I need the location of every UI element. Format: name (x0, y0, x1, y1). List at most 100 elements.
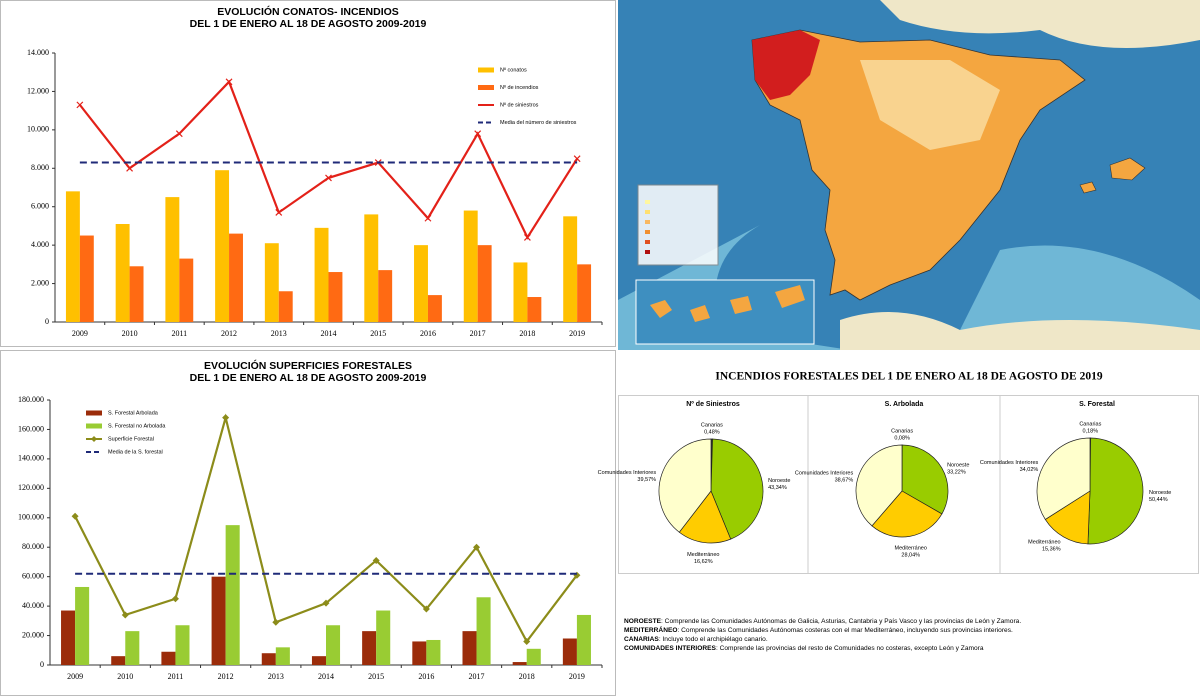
legend-label: Media del número de siniestros (500, 120, 577, 126)
y-tick-label: 140.000 (18, 454, 44, 463)
bar (328, 272, 343, 322)
bar (161, 651, 176, 665)
bar (215, 170, 230, 322)
bar (477, 245, 492, 322)
y-tick-label: 80.000 (22, 542, 44, 551)
bar (527, 297, 542, 322)
y-tick-label: 120.000 (18, 483, 44, 492)
y-tick-label: 2.000 (31, 278, 49, 287)
marker (523, 234, 531, 241)
map-legend-swatch (645, 250, 650, 254)
note-text: : Comprende las Comunidades Autónomas co… (677, 627, 1013, 634)
pie-label: Noroeste (947, 463, 969, 469)
note-term: NOROESTE (624, 618, 662, 625)
x-tick-label: 2015 (370, 329, 386, 338)
x-tick-label: 2013 (268, 672, 284, 681)
map-legend-swatch (645, 230, 650, 234)
legend-label: S. Forestal Arbolada (108, 410, 159, 416)
pie-slice (1087, 437, 1144, 545)
marker (222, 414, 230, 422)
marker (126, 164, 134, 172)
y-tick-label: 14.000 (27, 48, 49, 57)
pie-label: Comunidades Interiores (980, 460, 1039, 466)
x-tick-label: 2017 (469, 672, 485, 681)
marker (272, 618, 280, 626)
x-tick-label: 2018 (519, 672, 535, 681)
y-tick-label: 4.000 (31, 240, 49, 249)
bar (61, 610, 76, 665)
pie-value-label: 15,36% (1042, 547, 1061, 553)
marker (325, 174, 332, 182)
y-tick-label: 8.000 (31, 163, 49, 172)
legend-swatch (478, 85, 494, 90)
bar (462, 631, 477, 665)
legend-swatch (86, 423, 102, 429)
bar (179, 258, 194, 322)
region-interior (860, 60, 1000, 150)
pie-title: S. Arbolada (885, 401, 924, 408)
pie-slice (855, 444, 903, 527)
legend-label: Superficie Forestal (108, 436, 154, 442)
bar (326, 625, 341, 665)
marker (121, 611, 129, 619)
legend-label: Nº conatos (500, 66, 527, 73)
marker (175, 130, 183, 138)
pie-value-label: 39,57% (637, 477, 656, 483)
note-term: MEDITERRÁNEO (624, 625, 677, 634)
marker (71, 512, 79, 520)
marker (474, 130, 482, 138)
pie-label: Canarias (1079, 421, 1101, 427)
x-tick-label: 2019 (569, 329, 585, 338)
map-legend-swatch (645, 210, 650, 214)
land-iberia (751, 29, 1086, 301)
legend-label: Nº de incendios (500, 84, 539, 91)
pie-slice (871, 490, 943, 538)
bar (79, 235, 94, 322)
land-africa (840, 312, 1200, 350)
bar (463, 210, 478, 322)
bar (513, 262, 528, 322)
legend-label: Nº de siniestros (500, 101, 539, 108)
x-tick-label: 2010 (122, 329, 138, 338)
pie-label: Comunidades Interiores (795, 470, 854, 476)
marker (473, 543, 481, 551)
notes: NOROESTE : Comprende las Comunidades Autó… (624, 618, 1021, 652)
pie-slice (710, 438, 764, 540)
pie-value-label: 0,08% (894, 435, 910, 441)
legend-marker (91, 436, 97, 442)
note-text: : Incluye todo el archipiélago canario. (659, 636, 768, 643)
bar (115, 224, 130, 322)
bar (512, 662, 527, 665)
x-tick-label: 2013 (271, 329, 287, 338)
bar (225, 525, 240, 665)
note: COMUNIDADES INTERIORES: Comprende las pr… (624, 645, 984, 652)
bar (526, 648, 541, 665)
bar (376, 610, 391, 665)
pie-value-label: 50,44% (1149, 497, 1168, 503)
x-tick-label: 2018 (519, 329, 535, 338)
bar (426, 639, 441, 665)
bar (314, 227, 329, 322)
y-tick-label: 6.000 (31, 202, 49, 211)
y-tick-label: 60.000 (22, 571, 44, 580)
bar (229, 233, 243, 322)
pie-value-label: 34,02% (1020, 467, 1039, 473)
y-tick-label: 160.000 (18, 424, 44, 433)
pie-label: Noroeste (768, 478, 790, 484)
pie-slice (901, 444, 949, 515)
bar (563, 216, 578, 322)
pie-value-label: 33,22% (947, 470, 966, 476)
note-text: : Comprende las provincias del resto de … (716, 645, 984, 652)
bar (364, 214, 379, 322)
bar (165, 197, 180, 322)
x-tick-label: 2012 (218, 672, 234, 681)
map-legend (637, 184, 719, 266)
bar (562, 638, 577, 665)
chart-frame (0, 0, 616, 347)
land-france (880, 0, 1200, 48)
bar (211, 576, 226, 665)
pie-label: Canarias (891, 428, 913, 434)
legend-swatch (478, 67, 494, 73)
y-tick-label: 100.000 (18, 513, 44, 522)
